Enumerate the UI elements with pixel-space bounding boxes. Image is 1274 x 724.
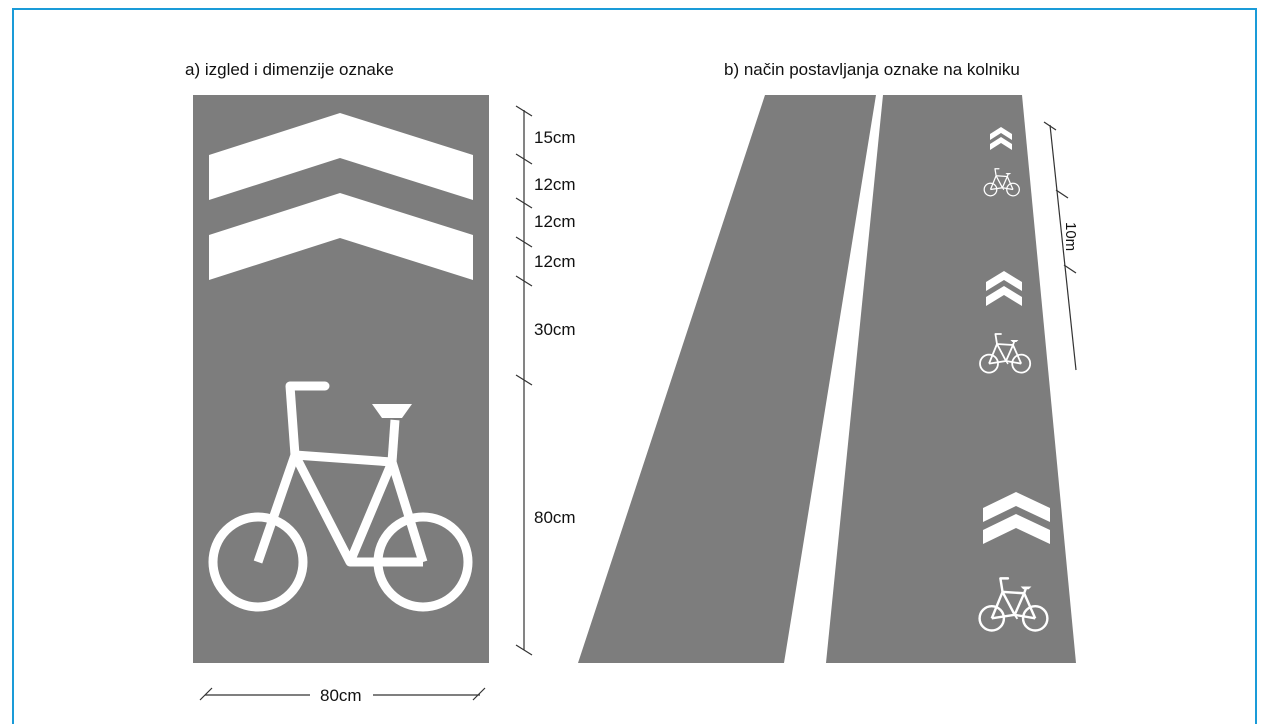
marking-detail-panel <box>193 95 489 663</box>
chevron-lower-icon <box>209 193 473 280</box>
caption-a: a) izgled i dimenzije oznake <box>185 60 394 79</box>
spacing-dimension-line <box>1043 121 1077 371</box>
chevron-upper-icon <box>209 113 473 200</box>
vertical-dimension-line <box>515 105 533 656</box>
dim-label-12-c: 12cm <box>534 252 576 271</box>
dim-label-12-b: 12cm <box>534 212 576 231</box>
spacing-label: 10m <box>1062 222 1079 251</box>
road-right-lane <box>826 95 1076 663</box>
horizontal-dimension-line <box>199 687 486 701</box>
dim-label-12-a: 12cm <box>534 175 576 194</box>
dim-label-80-horizontal: 80cm <box>320 686 362 705</box>
dim-label-30: 30cm <box>534 320 576 339</box>
dim-label-15: 15cm <box>534 128 576 147</box>
marking-middle <box>979 271 1032 374</box>
road-left-lane <box>578 95 876 663</box>
caption-b: b) način postavljanja oznake na kolniku <box>724 60 1020 79</box>
marking-far <box>983 127 1020 197</box>
marking-background <box>193 95 489 663</box>
marking-near <box>978 492 1050 632</box>
road-placement-panel: 10m <box>578 95 1079 663</box>
bicycle-icon <box>208 381 473 612</box>
dim-label-80-vertical: 80cm <box>534 508 576 527</box>
